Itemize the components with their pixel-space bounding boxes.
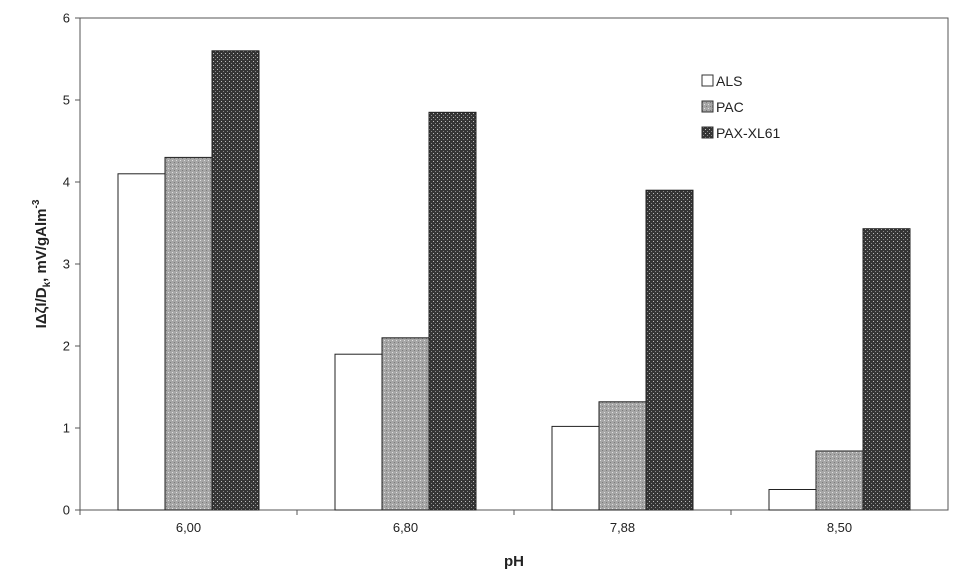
- y-tick-label: 3: [63, 257, 70, 272]
- legend-label-als: ALS: [716, 73, 742, 89]
- y-tick-label: 1: [63, 421, 70, 436]
- legend-label-pax-xl61: PAX-XL61: [716, 125, 781, 141]
- y-tick-label: 6: [63, 11, 70, 26]
- bars-layer: [117, 50, 911, 511]
- bar-pac-3: [598, 401, 647, 511]
- y-tick-label: 0: [63, 503, 70, 518]
- legend-swatch-pac: [701, 100, 714, 113]
- bar-pax-xl61-2: [428, 111, 477, 511]
- legend-label-pac: PAC: [716, 99, 744, 115]
- x-tick-label: 7,88: [610, 520, 635, 535]
- y-axis-title-main: IΔζI/D: [33, 287, 50, 328]
- bar-als-3: [551, 425, 600, 511]
- bar-pax-xl61-3: [645, 189, 694, 511]
- x-axis-title: pH: [504, 553, 524, 570]
- bar-pac-1: [164, 156, 213, 511]
- y-tick-label: 2: [63, 339, 70, 354]
- legend-item-als: ALS: [701, 73, 742, 89]
- y-tick-label: 4: [63, 175, 70, 190]
- legend-item-pac: PAC: [701, 99, 744, 115]
- y-axis-title: IΔζI/Dk, mV/gAlm-3: [31, 199, 53, 328]
- y-axis-title-rest: , mV/gAlm: [33, 208, 50, 281]
- bar-pac-2: [381, 337, 430, 511]
- y-tick-label: 5: [63, 93, 70, 108]
- bar-pac-4: [815, 450, 864, 511]
- legend: ALS PAC PAX-XL61: [701, 73, 781, 141]
- bar-pax-xl61-1: [211, 50, 260, 511]
- bar-als-2: [334, 353, 383, 511]
- y-axis-title-sub: k: [42, 281, 53, 287]
- y-axis-title-sup: -3: [31, 199, 42, 208]
- y-axis-ticks: 0 1 2 3 4 5 6: [63, 11, 80, 518]
- legend-swatch-als: [701, 74, 714, 87]
- x-tick-label: 8,50: [827, 520, 852, 535]
- bar-als-1: [117, 173, 166, 511]
- x-tick-label: 6,80: [393, 520, 418, 535]
- bar-als-4: [768, 489, 817, 511]
- legend-swatch-pax-xl61: [701, 126, 714, 139]
- legend-item-pax-xl61: PAX-XL61: [701, 125, 781, 141]
- bar-pax-xl61-4: [862, 228, 911, 511]
- x-axis-ticks: 6,00 6,80 7,88 8,50: [79, 510, 852, 535]
- x-tick-label: 6,00: [176, 520, 201, 535]
